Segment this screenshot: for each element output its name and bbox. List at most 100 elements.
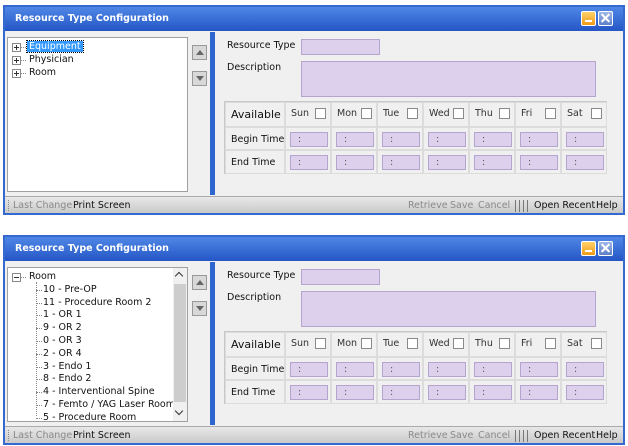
time-input[interactable]: : [336,362,374,377]
input[interactable] [301,39,380,55]
time-input[interactable]: : [290,362,328,377]
time-input[interactable]: : [474,362,512,377]
checkbox[interactable] [407,108,418,119]
time-input[interactable]: : [382,155,420,170]
input[interactable] [301,269,380,285]
time-input[interactable]: : [566,155,604,170]
time-input[interactable]: : [566,385,604,400]
time-input[interactable]: : [566,132,604,147]
status-button[interactable]: Cancel [478,430,511,441]
status-button[interactable]: Open Recent [534,430,596,441]
status-button[interactable]: Last Change [13,430,73,441]
checkbox[interactable] [361,108,372,119]
scroll-thumb[interactable] [174,284,186,402]
time-input[interactable]: : [336,385,374,400]
tree-item[interactable]: Equipment [26,40,84,53]
move-up-button[interactable] [192,275,207,290]
time-input[interactable]: : [336,155,374,170]
tree-item[interactable]: 4 - Interventional Spine [43,386,155,398]
time-input[interactable]: : [428,155,466,170]
time-input[interactable]: : [382,132,420,147]
status-button[interactable]: Print Screen [73,200,131,211]
time-input[interactable]: : [520,155,558,170]
time-input[interactable]: : [382,385,420,400]
tree-item[interactable]: 0 - OR 3 [43,335,82,346]
minimize-button[interactable] [581,241,596,256]
checkbox[interactable] [545,338,556,349]
time-cell: : [285,357,331,380]
time-placeholder: : [390,387,394,398]
time-placeholder: : [482,387,486,398]
time-input[interactable]: : [520,385,558,400]
checkbox[interactable] [545,108,556,119]
tree-item[interactable]: 1 - OR 1 [43,309,82,321]
time-input[interactable]: : [520,132,558,147]
tree-item[interactable]: 3 - Endo 1 [43,360,92,372]
status-button[interactable]: Save [450,200,474,211]
tree-item[interactable]: Room [29,66,57,78]
status-button[interactable]: Save [450,430,474,441]
tree-item[interactable]: 7 - Femto / YAG Laser Room [43,399,175,410]
time-placeholder: : [436,157,440,168]
minimize-button[interactable] [581,11,596,26]
time-placeholder: : [298,364,302,375]
expander[interactable] [12,273,21,282]
checkbox[interactable] [591,108,602,119]
tree-item[interactable]: 2 - OR 4 [43,347,82,359]
time-input[interactable]: : [290,385,328,400]
status-button[interactable]: Help [596,200,618,211]
status-button[interactable]: Retrieve [408,200,448,211]
time-input[interactable]: : [474,132,512,147]
expander[interactable] [12,55,21,65]
status-button[interactable]: Last Change [13,200,73,211]
tree-item[interactable]: Room [29,271,57,282]
status-button[interactable]: Cancel [478,200,511,211]
checkbox[interactable] [453,338,464,349]
checkbox[interactable] [499,338,510,349]
tree-item[interactable]: Physician [29,53,74,65]
checkbox[interactable] [591,338,602,349]
tree-item[interactable]: 9 - OR 2 [43,322,82,334]
time-input[interactable]: : [520,362,558,377]
expander[interactable] [12,43,21,52]
icon [196,50,204,55]
checkbox[interactable] [407,338,418,349]
checkbox[interactable] [361,338,372,349]
close-button[interactable] [598,11,613,26]
time-input[interactable]: : [382,362,420,377]
scroll-up[interactable] [174,271,184,281]
status-button[interactable]: Open Recent [534,200,596,211]
status-button[interactable]: Help [596,430,618,441]
time-input[interactable]: : [336,132,374,147]
time-input[interactable]: : [474,385,512,400]
checkbox[interactable] [499,108,510,119]
checkbox[interactable] [315,338,326,349]
close-button[interactable] [598,241,613,256]
textarea[interactable] [301,61,596,97]
time-input[interactable]: : [428,362,466,377]
move-down-button[interactable] [192,71,207,86]
tree-item[interactable]: 10 - Pre-OP [43,283,97,295]
checkbox[interactable] [315,108,326,119]
status-button[interactable]: Retrieve [408,430,448,441]
checkbox[interactable] [453,108,464,119]
time-input[interactable]: : [566,362,604,377]
time-input[interactable]: : [428,132,466,147]
time-input[interactable]: : [474,155,512,170]
time-input[interactable]: : [290,155,328,170]
scroll-down[interactable] [174,406,184,416]
row-header: End Time [225,380,285,404]
move-up-button[interactable] [192,45,207,60]
time-placeholder: : [528,364,532,375]
icon [196,306,204,311]
time-input[interactable]: : [290,132,328,147]
status-button[interactable]: Print Screen [73,430,131,441]
move-down-button[interactable] [192,301,207,316]
expander[interactable] [12,68,21,78]
textarea[interactable] [301,291,596,327]
tree-item[interactable]: 5 - Procedure Room [43,411,137,422]
time-input[interactable]: : [428,385,466,400]
tree-item[interactable]: 11 - Procedure Room 2 [43,296,152,308]
tree-item[interactable]: 8 - Endo 2 [43,373,92,385]
